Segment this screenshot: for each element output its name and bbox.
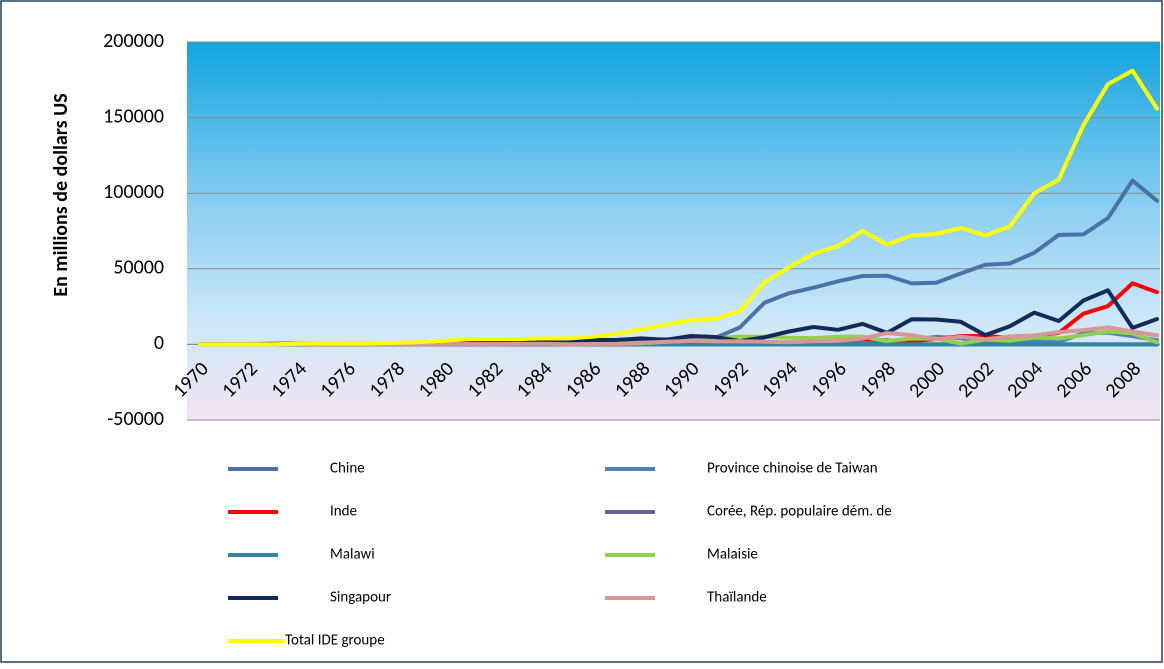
legend-label: Singapour: [330, 589, 391, 607]
legend-label: Malawi: [330, 546, 375, 564]
legend-label: Malaisie: [707, 546, 758, 564]
y-tick-label: 150000: [103, 104, 164, 128]
legend-label: Thaïlande: [707, 589, 767, 607]
y-tick-label: 0: [154, 331, 164, 355]
legend-label: Inde: [330, 503, 357, 521]
plot-area: [187, 42, 1160, 420]
legend-label: Chine: [330, 460, 365, 478]
y-tick-label: 200000: [103, 29, 164, 53]
y-tick-label: -50000: [107, 407, 164, 431]
y-tick-label: 50000: [113, 256, 164, 280]
series-line: [198, 68, 1159, 347]
legend-label: Province chinoise de Taiwan: [707, 460, 878, 478]
legend-label: Total IDE groupe: [285, 632, 385, 650]
y-axis-title: En millions de dollars US: [49, 93, 73, 296]
legend-label: Corée, Rép. populaire dém. de: [707, 503, 892, 521]
y-tick-label: 100000: [103, 180, 164, 204]
